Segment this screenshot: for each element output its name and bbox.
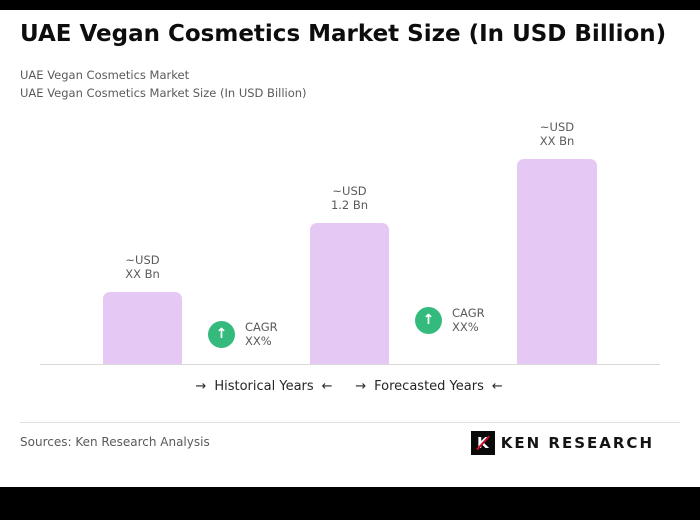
- bar-historical: [103, 292, 182, 364]
- top-black-bar: [0, 0, 700, 10]
- bar-forecast: [517, 159, 597, 364]
- sources-note: Sources: Ken Research Analysis: [20, 435, 210, 449]
- cagr-badge-2: ↑ CAGR XX%: [415, 306, 485, 334]
- bar-group-forecast: ~USD XX Bn: [517, 120, 597, 364]
- legend-historical-label: Historical Years: [214, 379, 314, 394]
- cagr-text: CAGR XX%: [245, 320, 278, 348]
- bar-group-historical: ~USD XX Bn: [103, 120, 182, 364]
- page-title: UAE Vegan Cosmetics Market Size (In USD …: [20, 21, 667, 47]
- bar-label-line2: XX Bn: [539, 134, 575, 148]
- legend-forecasted-years: → Forecasted Years ←: [355, 379, 503, 394]
- bar-label-line1: ~USD: [332, 184, 367, 198]
- bar-value-label: ~USD 1.2 Bn: [331, 184, 368, 212]
- footer-divider: [20, 422, 680, 423]
- subtitle-line-2: UAE Vegan Cosmetics Market Size (In USD …: [20, 86, 307, 100]
- ken-research-logo: K KEN RESEARCH: [470, 431, 654, 455]
- legend-forecasted-label: Forecasted Years: [374, 379, 484, 394]
- ken-research-k-icon: K: [470, 431, 495, 455]
- cagr-value: XX%: [245, 334, 272, 348]
- bar-label-line1: ~USD: [539, 120, 575, 134]
- arrow-right-icon: →: [355, 379, 367, 394]
- cagr-label: CAGR: [245, 320, 278, 334]
- legend-historical-years: → Historical Years ←: [195, 379, 332, 394]
- bar-label-line1: ~USD: [125, 253, 160, 267]
- growth-up-arrow-icon: ↑: [415, 306, 442, 334]
- bar-value-label: ~USD XX Bn: [125, 253, 160, 281]
- cagr-value: XX%: [452, 320, 479, 334]
- bar-value-label: ~USD XX Bn: [540, 120, 575, 148]
- ken-research-logo-text: KEN RESEARCH: [500, 434, 654, 452]
- growth-up-arrow-icon: ↑: [208, 320, 235, 348]
- bar-label-line2: XX Bn: [125, 267, 160, 281]
- bar-base: [310, 223, 389, 364]
- arrow-left-icon: ←: [491, 379, 503, 394]
- arrow-right-icon: →: [195, 379, 207, 394]
- cagr-label: CAGR: [452, 306, 485, 320]
- arrow-left-icon: ←: [321, 379, 333, 394]
- subtitle-line-1: UAE Vegan Cosmetics Market: [20, 68, 190, 82]
- cagr-badge-1: ↑ CAGR XX%: [208, 320, 278, 348]
- bottom-black-bar: [0, 487, 700, 520]
- bar-group-base: ~USD 1.2 Bn: [310, 120, 389, 364]
- bar-chart: ~USD XX Bn ~USD 1.2 Bn ~USD XX Bn ↑ CAGR…: [40, 120, 660, 365]
- cagr-text: CAGR XX%: [452, 306, 485, 334]
- bar-label-line2: 1.2 Bn: [330, 198, 369, 212]
